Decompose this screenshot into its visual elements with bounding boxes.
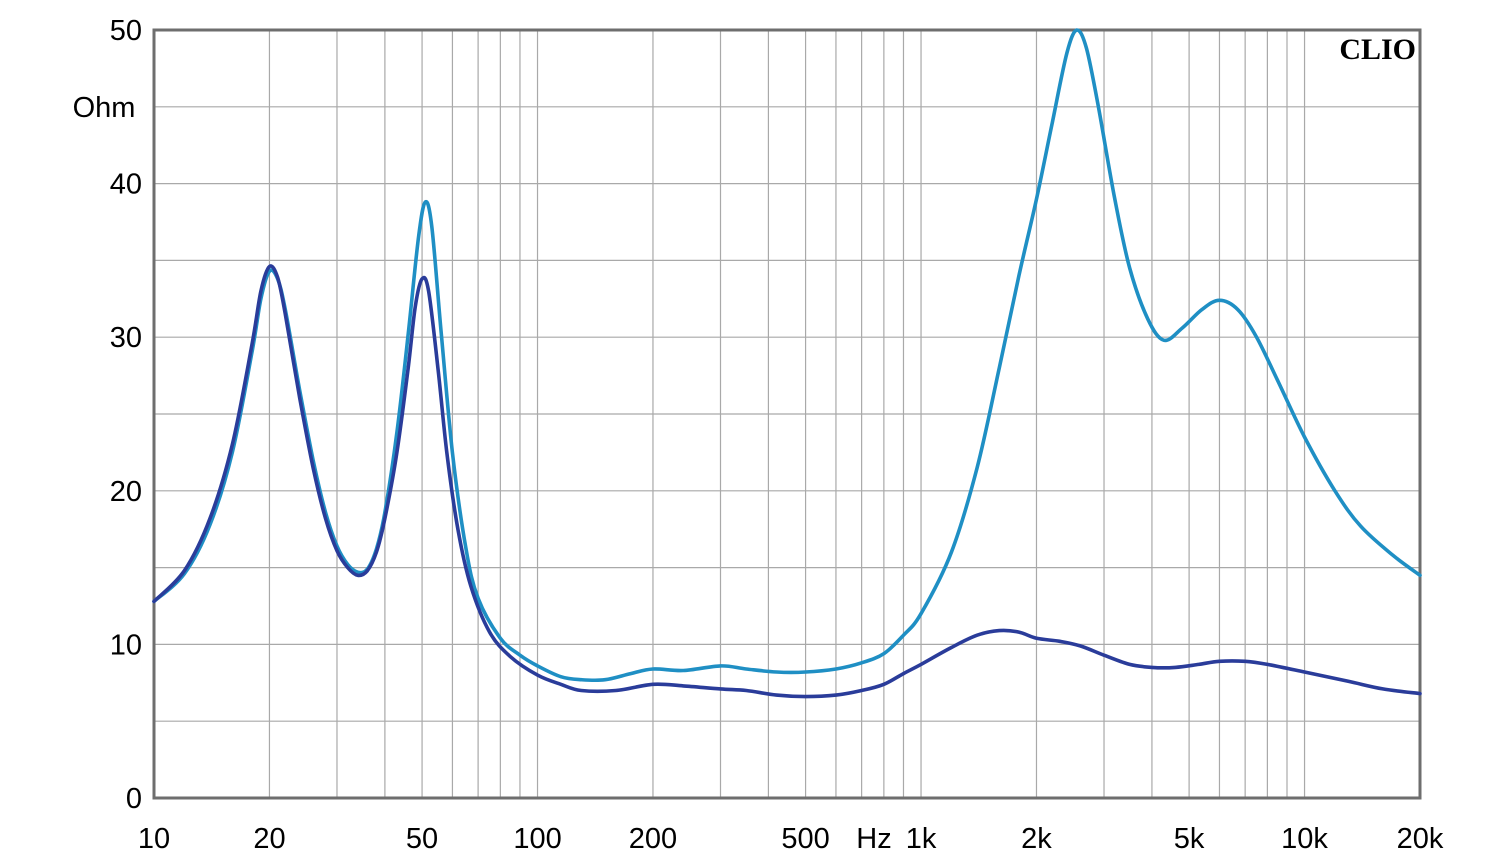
series-line-dark bbox=[152, 264, 1422, 699]
x-tick-label: 20 bbox=[253, 823, 285, 855]
x-tick-label: 10 bbox=[138, 823, 170, 855]
x-tick-label: 10k bbox=[1281, 823, 1328, 855]
y-tick-label: 50 bbox=[110, 15, 142, 47]
x-tick-label: 50 bbox=[406, 823, 438, 855]
x-axis-unit-label: Hz bbox=[856, 823, 891, 855]
x-tick-label: 1k bbox=[906, 823, 937, 855]
y-tick-label: 20 bbox=[110, 476, 142, 508]
x-tick-label: 100 bbox=[513, 823, 561, 855]
x-tick-label: 500 bbox=[781, 823, 829, 855]
x-tick-label: 20k bbox=[1397, 823, 1444, 855]
y-tick-label: 0 bbox=[126, 783, 142, 815]
x-tick-label: 2k bbox=[1021, 823, 1052, 855]
x-tick-labels: 10 20 50 100 200 500 1k 2k 5k 10k 20k bbox=[138, 823, 1444, 855]
y-tick-label: 30 bbox=[110, 322, 142, 354]
series-group bbox=[152, 28, 1422, 699]
x-tick-label: 200 bbox=[629, 823, 677, 855]
y-tick-labels: 0 10 20 30 40 50 bbox=[110, 15, 142, 815]
y-tick-label: 40 bbox=[110, 169, 142, 201]
series-line-light bbox=[152, 28, 1422, 683]
y-tick-label: 10 bbox=[110, 629, 142, 661]
grid bbox=[154, 30, 1420, 798]
clio-brand-label: CLIO bbox=[1339, 33, 1416, 66]
plot-frame bbox=[152, 28, 1422, 800]
y-axis-unit-label: Ohm bbox=[73, 92, 136, 124]
x-tick-label: 5k bbox=[1174, 823, 1205, 855]
